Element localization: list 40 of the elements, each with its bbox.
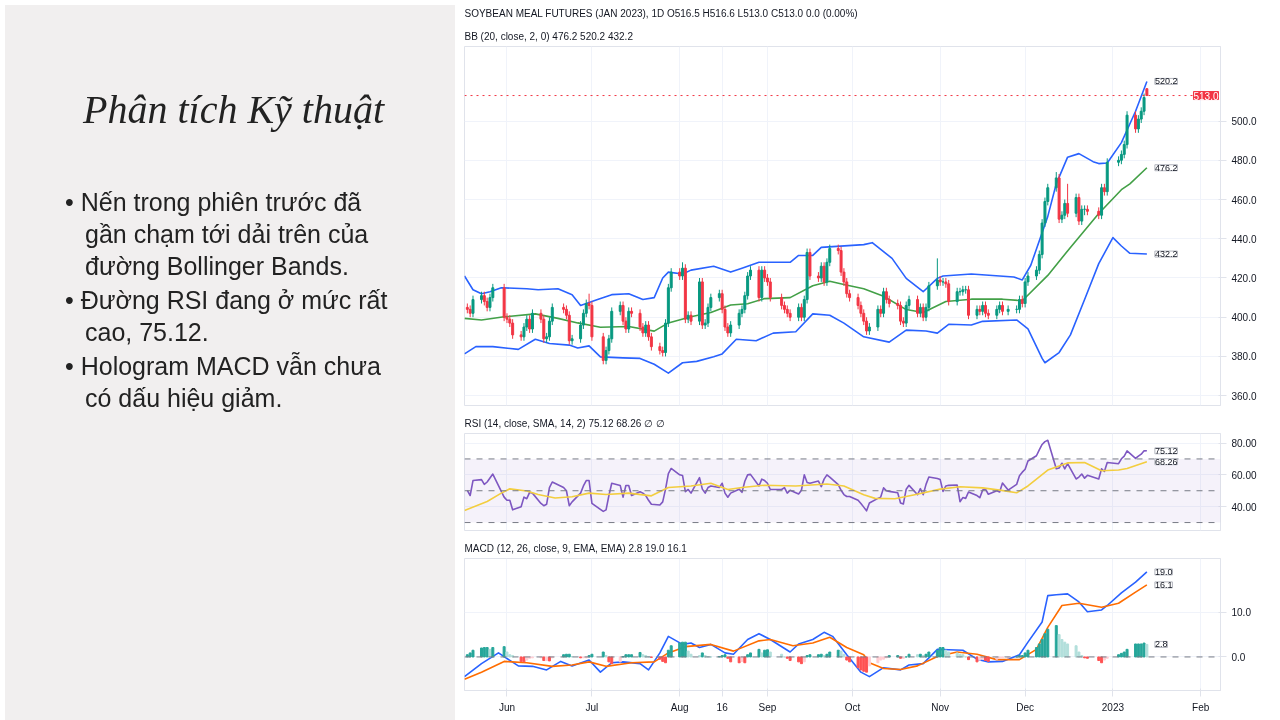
y-tick-label: 420.0 [1231, 272, 1257, 284]
chart-title: SOYBEAN MEAL FUTURES (JAN 2023), 1D O516.5 H516.6 L513.0 C513.0 0.0 (0.00%) [464, 7, 858, 19]
x-tick-label: Jun [498, 701, 516, 713]
x-tick-label: Oct [844, 701, 861, 713]
x-tick-label: Dec [1016, 701, 1035, 713]
annotation: 16.1 [1154, 579, 1173, 590]
y-tick-label: 0.0 [1231, 651, 1246, 663]
text: • Nến trong phiên trước đã gần chạm tới dải trên của đường Bollinger Bands. [65, 187, 370, 283]
y-tick-label: 460.0 [1231, 194, 1257, 206]
chart-subtitle: BB (20, close, 2, 0) 476.2 520.2 432.2 [464, 30, 634, 42]
ref-line-label: 513.0 [1193, 90, 1219, 102]
y-tick-label: 480.0 [1231, 155, 1257, 167]
text: • Hologram MACD vẫn chưa có dấu hiệu giảm. [65, 351, 382, 415]
text: • Đường RSI đang ở mức rất cao, 75.12. [65, 285, 389, 349]
annotation: 2.8 [1154, 639, 1168, 650]
y-tick-label: 500.0 [1231, 116, 1257, 128]
x-tick-label: Feb [1192, 701, 1210, 713]
x-tick-label: 16 [716, 701, 729, 713]
x-tick-label: Jul [585, 701, 599, 713]
y-tick-label: 60.00 [1231, 469, 1257, 481]
annotation: 476.2 [1154, 162, 1178, 173]
y-tick-label: 80.00 [1231, 438, 1257, 450]
x-tick-label: Sep [758, 701, 777, 713]
y-tick-label: 440.0 [1231, 233, 1257, 245]
annotation: 432.2 [1154, 249, 1178, 260]
annotation: 68.26 [1154, 456, 1178, 467]
y-tick-label: 400.0 [1231, 312, 1257, 324]
y-tick-label: 360.0 [1231, 390, 1257, 402]
x-tick-label: Aug [670, 701, 689, 713]
chart-title: MACD (12, 26, close, 9, EMA, EMA) 2.8 19.0 16.1 [464, 542, 688, 554]
text: Phân tích Kỹ thuật [83, 86, 386, 134]
chart-title: RSI (14, close, SMA, 14, 2) 75.12 68.26 ∅ ∅ [464, 417, 665, 429]
annotation: 520.2 [1154, 76, 1178, 87]
y-tick-label: 10.0 [1231, 607, 1252, 619]
annotation: 75.12 [1154, 445, 1178, 456]
x-tick-label: 2023 [1101, 701, 1125, 713]
y-tick-label: 380.0 [1231, 351, 1257, 363]
y-tick-label: 40.00 [1231, 501, 1257, 513]
x-tick-label: Nov [931, 701, 950, 713]
annotation: 19.0 [1154, 566, 1173, 577]
